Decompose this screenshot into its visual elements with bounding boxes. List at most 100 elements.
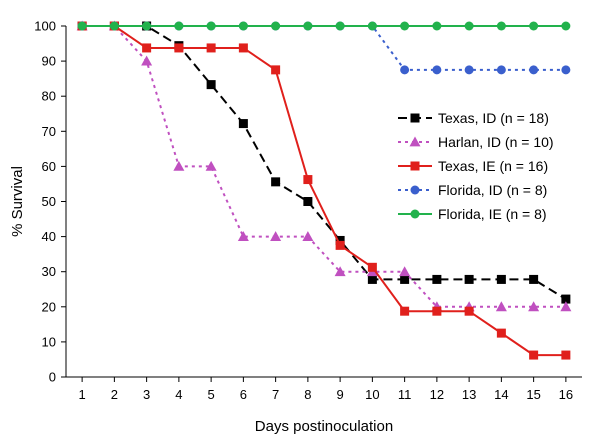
y-axis-title: % Survival [9,166,26,237]
data-point [561,65,571,75]
data-point [270,231,282,241]
data-point [529,350,539,360]
data-point [303,21,313,31]
y-tick-label: 50 [42,194,56,209]
legend-label: Florida, ID (n = 8) [438,182,547,198]
x-tick-label: 2 [111,387,118,402]
data-point [271,65,281,75]
data-point [303,197,313,206]
data-point [206,80,216,90]
data-point [400,65,410,75]
x-tick-label: 1 [79,387,86,402]
data-point [302,231,314,241]
data-point [432,306,442,316]
x-tick-label: 12 [430,387,444,402]
x-axis-title: Days postinoculation [255,418,393,435]
data-point [367,21,377,31]
legend-marker [410,209,420,219]
legend-entry: Texas, ID (n = 18) [398,110,549,126]
data-point [335,21,345,31]
legend-marker [410,161,420,171]
data-point [271,177,281,187]
data-point [464,65,474,75]
legend-entry: Harlan, ID (n = 10) [398,134,554,150]
data-point [464,21,474,31]
data-point [529,274,539,284]
y-tick-label: 20 [42,299,56,314]
data-point [400,274,410,284]
y-tick-label: 0 [49,370,56,385]
data-point [238,43,248,53]
data-point [237,231,249,241]
data-point [335,240,345,250]
data-point [464,274,474,284]
legend-label: Texas, ID (n = 18) [438,110,549,126]
data-point [464,306,474,316]
data-point [367,274,377,284]
y-tick-label: 100 [34,19,56,34]
legend-label: Harlan, ID (n = 10) [438,134,554,150]
data-point [141,55,153,66]
x-tick-label: 3 [143,387,150,402]
data-point [400,306,410,316]
data-point [206,21,216,31]
data-point [496,21,506,31]
data-point [335,235,345,245]
data-point [432,274,442,284]
x-tick-label: 4 [175,387,182,402]
x-tick-label: 9 [337,387,344,402]
legend-entry: Florida, IE (n = 8) [398,206,547,222]
data-point [529,21,539,31]
data-point [109,21,119,31]
series-line [82,25,566,357]
data-point [561,294,571,304]
data-point [334,266,346,277]
data-point [496,274,506,284]
series-5 [77,21,571,31]
series-line [82,25,566,308]
data-point [495,301,507,312]
legend: Texas, ID (n = 18) Harlan, ID (n = 10) Tex… [398,110,554,222]
x-tick-label: 11 [398,387,412,402]
data-point [496,65,506,75]
y-tick-label: 70 [42,124,56,139]
data-point [271,21,281,31]
y-tick-label: 10 [42,334,56,349]
data-point [77,21,87,31]
data-point [238,119,248,129]
y-tick-label: 90 [42,54,56,69]
data-point [174,43,184,53]
legend-marker [410,113,420,123]
legend-label: Florida, IE (n = 8) [438,206,547,222]
data-point [560,301,572,312]
data-point [173,160,185,171]
data-point [142,21,152,31]
data-point [400,21,410,31]
data-point [561,21,571,31]
data-point [496,328,506,338]
data-point [399,266,411,277]
x-tick-label: 5 [208,387,215,402]
data-point [238,21,248,31]
y-tick-label: 30 [42,264,56,279]
x-tick-label: 15 [526,387,540,402]
x-tick-label: 10 [365,387,379,402]
x-tick-label: 8 [304,387,311,402]
x-tick-label: 13 [462,387,476,402]
data-point [367,262,377,272]
data-point [432,21,442,31]
data-point [206,43,216,53]
data-point [303,175,313,185]
y-tick-label: 80 [42,89,56,104]
legend-label: Texas, IE (n = 16) [438,158,548,174]
series-line [82,25,567,300]
y-tick-label: 40 [42,229,56,244]
x-tick-label: 16 [559,387,573,402]
data-point [432,65,442,75]
data-point [529,65,539,75]
x-tick-label: 14 [494,387,508,402]
x-tick-label: 6 [240,387,247,402]
